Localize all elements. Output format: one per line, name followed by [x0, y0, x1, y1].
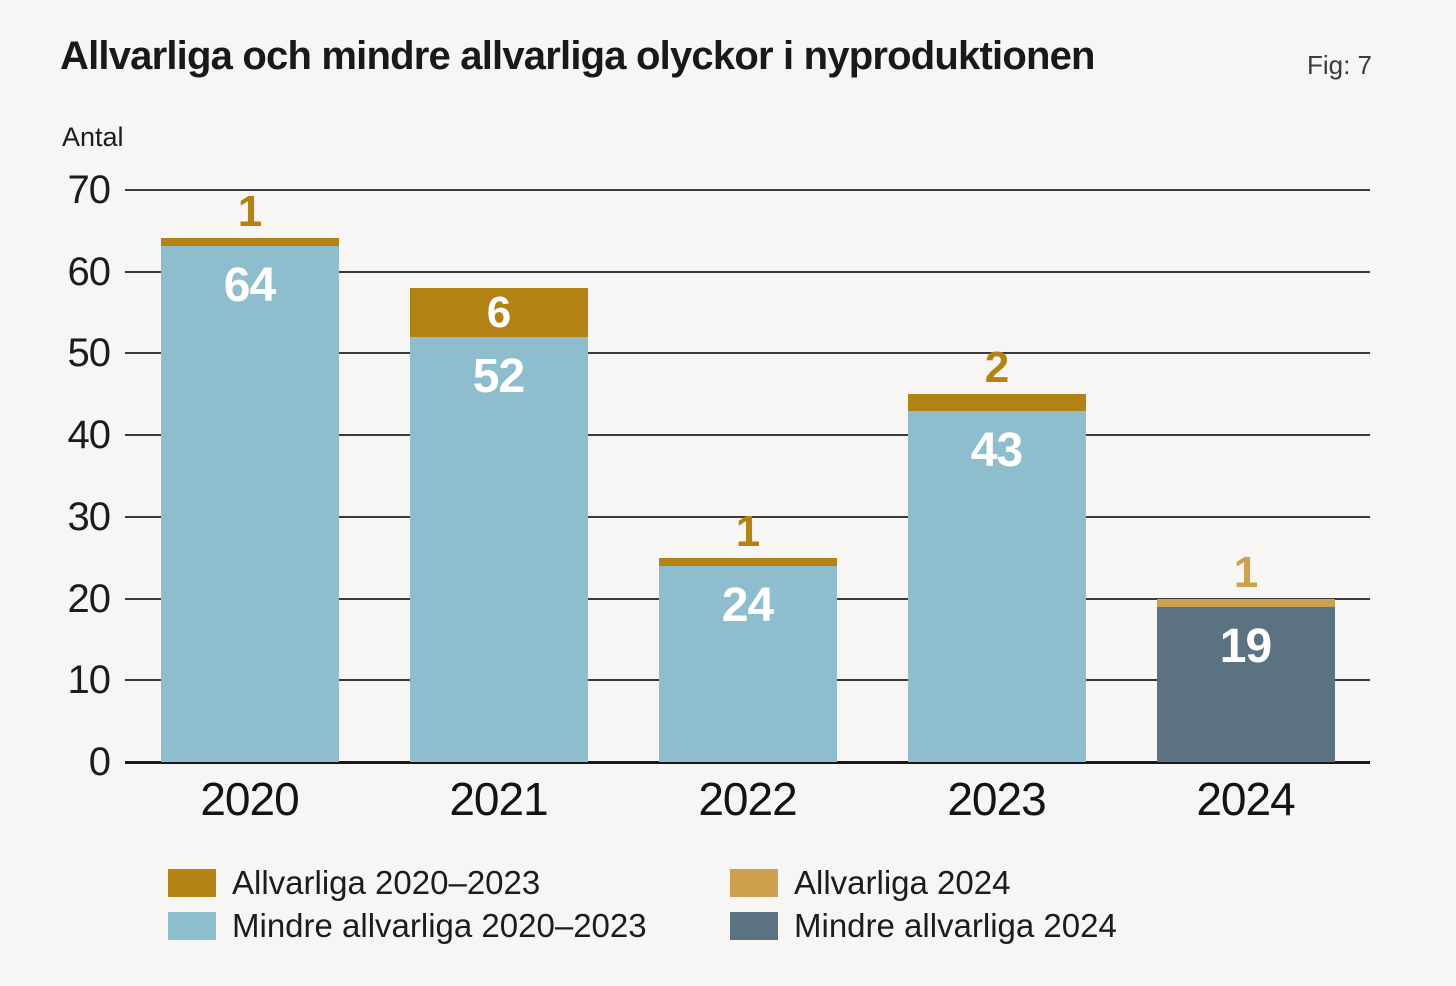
legend-label-2: Mindre allvarliga 2020–2023 — [232, 907, 647, 944]
y-tick-label-30: 30 — [67, 494, 112, 539]
legend-item-3: Mindre allvarliga 2024 — [730, 907, 1117, 945]
bars-container: 1 64 6 52 1 24 2 43 1 19 — [125, 190, 1370, 762]
serious-segment-2022 — [658, 557, 837, 566]
legend-swatch-3 — [730, 912, 778, 940]
plot-area: 1 64 6 52 1 24 2 43 1 19 — [125, 189, 1370, 764]
x-axis-label-2024: 2024 — [1196, 773, 1295, 825]
serious-segment-2020 — [160, 238, 339, 247]
x-axis-label-2020: 2020 — [200, 773, 299, 825]
bar-2022: 1 24 — [623, 190, 872, 762]
x-axis-label-2021: 2021 — [449, 773, 548, 825]
minor-segment-2021: 52 — [409, 337, 588, 762]
chart-title: Allvarliga och mindre allvarliga olyckor… — [60, 34, 1095, 78]
bar-2023: 2 43 — [872, 190, 1121, 762]
y-tick-label-60: 60 — [67, 249, 112, 294]
y-tick-label-50: 50 — [67, 331, 112, 376]
gridline-70 — [125, 189, 1370, 191]
minor-segment-2020: 64 — [160, 246, 339, 762]
y-axis-title: Antal — [62, 122, 124, 152]
y-tick-label-0: 0 — [88, 740, 111, 784]
legend-swatch-1 — [730, 869, 778, 897]
minor-segment-2024: 19 — [1156, 606, 1335, 762]
serious-segment-2023 — [907, 394, 1086, 411]
bar-2024: 1 19 — [1121, 190, 1370, 762]
serious-segment-2024 — [1156, 598, 1335, 607]
gridline-40 — [125, 434, 1370, 437]
serious-value-label-2020: 1 — [237, 187, 263, 236]
minor-segment-2022: 24 — [658, 565, 837, 762]
figure-number-label: Fig: 7 — [1306, 50, 1372, 80]
bar-2020: 1 64 — [125, 190, 374, 762]
serious-segment-2021: 6 — [409, 288, 588, 338]
y-tick-label-40: 40 — [67, 413, 112, 458]
gridline-60 — [125, 270, 1370, 273]
gridline-50 — [125, 352, 1370, 355]
legend-label-1: Allvarliga 2024 — [794, 864, 1011, 901]
y-tick-label-20: 20 — [67, 576, 112, 621]
x-axis-line — [125, 761, 1370, 764]
serious-value-label-2022: 1 — [735, 506, 761, 556]
serious-value-label-2024: 1 — [1233, 547, 1259, 597]
x-axis-labels: 2020 2021 2022 2023 2024 — [125, 772, 1370, 826]
y-tick-label-10: 10 — [67, 658, 112, 703]
gridline-30 — [125, 515, 1370, 518]
x-axis-label-2022: 2022 — [698, 773, 797, 825]
minor-segment-2023: 43 — [907, 410, 1086, 762]
legend-item-1: Allvarliga 2024 — [730, 864, 1117, 902]
serious-value-label-2023: 2 — [984, 343, 1010, 393]
y-tick-label-70: 70 — [67, 168, 112, 212]
chart-legend: Allvarliga 2020–2023 Allvarliga 2024 Mindr… — [168, 864, 1117, 945]
legend-label-0: Allvarliga 2020–2023 — [232, 864, 541, 901]
legend-item-0: Allvarliga 2020–2023 — [168, 864, 730, 902]
bar-2021: 6 52 — [374, 190, 623, 762]
legend-item-2: Mindre allvarliga 2020–2023 — [168, 907, 730, 945]
legend-label-3: Mindre allvarliga 2024 — [794, 907, 1117, 944]
legend-swatch-0 — [168, 869, 216, 897]
x-axis-label-2023: 2023 — [947, 773, 1046, 825]
legend-swatch-2 — [168, 912, 216, 940]
